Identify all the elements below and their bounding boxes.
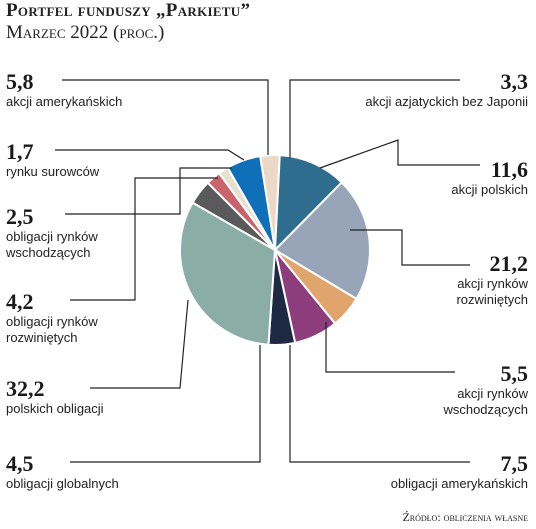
label-obligacje-rynkow-rozwinietych: 4,2 obligacji rynków rozwiniętych: [6, 289, 136, 347]
value-akcje-polskie: 11,6: [490, 157, 528, 182]
text-akcje-amerykanskie: akcji amerykańskich: [6, 94, 123, 110]
text-akcje-rynkow-wschodzacych: akcji rynków wschodzących: [443, 386, 528, 418]
value-obligacje-rynkow-rozwinietych: 4,2: [6, 289, 34, 314]
leader-line-8: [65, 167, 232, 215]
leader-line-10: [62, 79, 269, 155]
text-obligacje-rynkow-wschodzacych: obligacji rynków wschodzących: [6, 229, 98, 261]
leader-line-1: [319, 139, 480, 169]
label-akcje-azjatyckie: 3,3 akcji azjatyckich bez Japonii: [365, 69, 529, 110]
leader-line-3: [325, 322, 455, 373]
leader-line-5: [70, 345, 261, 463]
value-polskie-obligacje: 32,2: [6, 376, 45, 401]
label-rynek-surowcow: 1,7 rynku surowców: [6, 139, 100, 180]
leader-line-7: [70, 177, 218, 301]
text-akcje-azjatyckie: akcji azjatyckich bez Japonii: [365, 94, 528, 110]
pie-slice-6: [179, 201, 277, 346]
value-obligacje-rynkow-wschodzacych: 2,5: [6, 204, 34, 229]
value-akcje-amerykanskie: 5,8: [6, 69, 34, 94]
leader-line-0: [289, 79, 460, 158]
pie-slice-2: [273, 180, 371, 301]
label-obligacje-amerykanskie: 7,5 obligacji amerykańskich: [390, 451, 529, 492]
label-akcje-rynkow-wschodzacych: 5,5 akcji rynków wschodzących: [418, 361, 529, 419]
value-obligacje-amerykanskie: 7,5: [500, 451, 529, 476]
pie-slice-1: [273, 154, 344, 253]
pie-slices: [179, 154, 371, 346]
text-rynek-surowcow: rynku surowców: [6, 164, 100, 180]
value-rynek-surowcow: 1,7: [6, 139, 34, 164]
value-akcje-azjatyckie: 3,3: [500, 69, 529, 94]
leader-line-4: [289, 345, 470, 463]
chart-subtitle: Marzec 2022 (proc.): [6, 22, 165, 43]
source-note: Źródło: obliczenia własne: [402, 510, 528, 524]
text-polskie-obligacje: polskich obligacji: [6, 401, 104, 417]
leader-lines: [55, 79, 480, 463]
leader-line-9: [55, 149, 245, 161]
text-akcje-polskie: akcji polskich: [451, 182, 528, 198]
leader-line-6: [90, 299, 189, 389]
value-obligacje-globalne: 4,5: [6, 451, 34, 476]
label-akcje-rynkow-rozwinietych: 21,2 akcji rynków rozwiniętych: [418, 251, 529, 309]
chart-title: Portfel funduszy „Parkietu”: [6, 0, 251, 21]
text-obligacje-rynkow-rozwinietych: obligacji rynków rozwiniętych: [6, 314, 98, 346]
value-akcje-rynkow-wschodzacych: 5,5: [500, 361, 529, 386]
text-obligacje-globalne: obligacji globalnych: [6, 476, 119, 492]
label-obligacje-globalne: 4,5 obligacji globalnych: [6, 451, 119, 492]
label-obligacje-rynkow-wschodzacych: 2,5 obligacji rynków wschodzących: [6, 204, 136, 262]
label-akcje-polskie: 11,6 akcji polskich: [451, 157, 528, 198]
text-akcje-rynkow-rozwinietych: akcji rynków rozwiniętych: [456, 276, 528, 308]
value-akcje-rynkow-rozwinietych: 21,2: [489, 251, 529, 276]
label-akcje-amerykanskie: 5,8 akcji amerykańskich: [6, 69, 123, 110]
text-obligacje-amerykanskie: obligacji amerykańskich: [390, 476, 528, 492]
leader-line-2: [350, 229, 470, 266]
label-polskie-obligacje: 32,2 polskich obligacji: [6, 376, 104, 417]
